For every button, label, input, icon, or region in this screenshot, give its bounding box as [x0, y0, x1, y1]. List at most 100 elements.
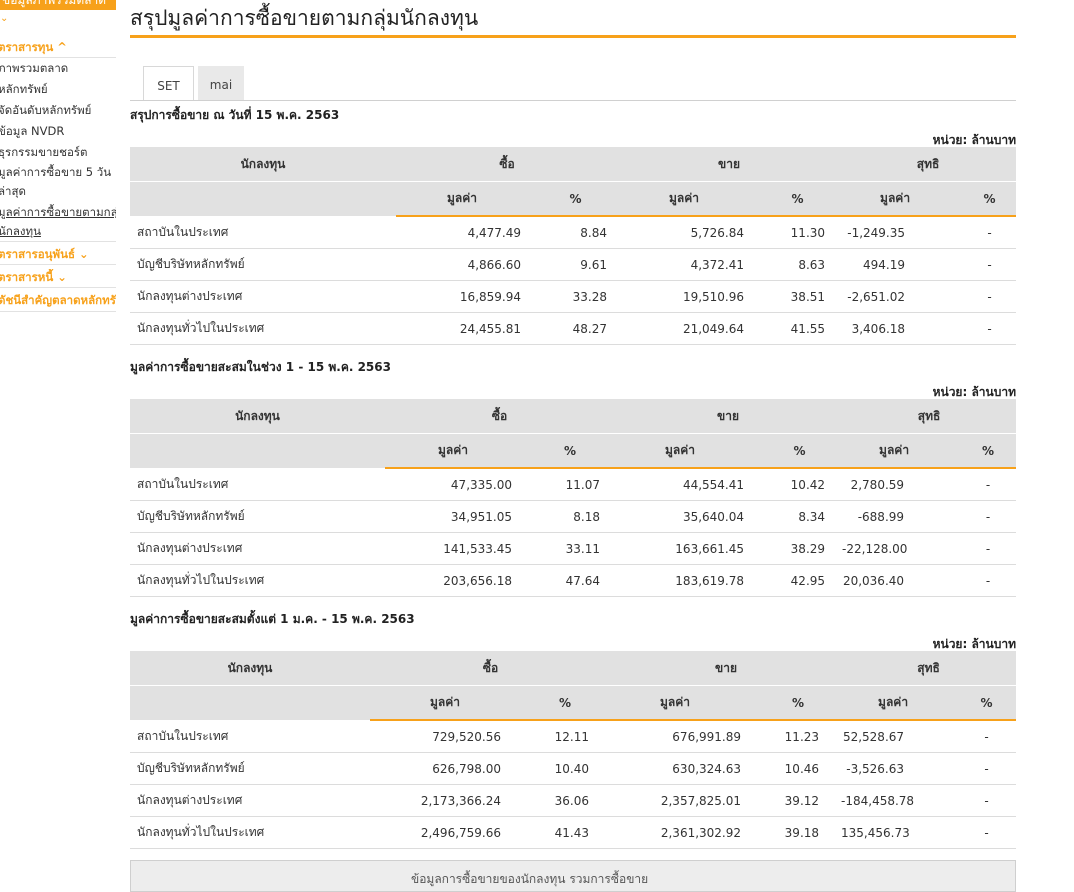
- sidebar-item-bonds[interactable]: ตราสารหนี้ ⌄: [0, 270, 67, 284]
- sidebar-item-investor-type[interactable]: มูลค่าการซื้อขายตามกลุ่ม: [0, 205, 116, 219]
- table-row: บัญชีบริษัทหลักทรัพย์ 34,951.05 8.18 35,640…: [130, 500, 1017, 533]
- sidebar-item-nvdr[interactable]: ข้อมูล NVDR: [0, 124, 65, 138]
- sidebar-divider: [0, 241, 116, 242]
- subheader-net-value: มูลค่า: [841, 685, 958, 721]
- chevron-down-icon[interactable]: ⌄: [0, 13, 9, 24]
- table-header-row: นักลงทุน ซื้อ ขาย สุทธิ: [130, 147, 1017, 182]
- buy-value-cell: 141,533.45: [385, 532, 526, 565]
- sidebar-item-ranking[interactable]: จัดอันดับหลักทรัพย์: [0, 103, 92, 117]
- col-net-header: สุทธิ: [840, 147, 1017, 182]
- buy-value-cell: 2,496,759.66: [370, 816, 519, 849]
- sell-value-cell: 163,661.45: [614, 532, 758, 565]
- buy-value-cell: 4,477.49: [396, 216, 533, 249]
- subheader-net-pct: %: [963, 181, 1017, 217]
- sell-pct-cell: 39.12: [755, 784, 842, 817]
- sell-pct-cell: 11.23: [755, 720, 842, 753]
- net-pct-cell: -: [963, 216, 1017, 249]
- month-to-date-table: นักลงทุน ซื้อ ขาย สุทธิ มูลค่า % มูลค่า …: [130, 399, 1017, 597]
- investor-name-cell: สถาบันในประเทศ: [130, 216, 396, 249]
- net-value-cell: 2,780.59: [842, 468, 961, 501]
- net-value-cell: -184,458.78: [841, 784, 958, 817]
- net-pct-cell: -: [963, 248, 1017, 281]
- net-pct-cell: -: [960, 532, 1017, 565]
- investor-name-cell: นักลงทุนต่างประเทศ: [130, 532, 385, 565]
- sidebar-item-market-overview[interactable]: ภาพรวมตลาด: [0, 61, 69, 75]
- bottom-note-text: ข้อมูลการซื้อขายของนักลงทุน รวมการซื้อขา…: [411, 872, 649, 886]
- buy-value-cell: 4,866.60: [396, 248, 533, 281]
- sell-value-cell: 5,726.84: [618, 216, 756, 249]
- sell-value-cell: 44,554.41: [614, 468, 758, 501]
- sell-value-cell: 630,324.63: [611, 752, 756, 785]
- sidebar-item-key-indices[interactable]: ดัชนีสำคัญตลาดหลักทรัพย์: [0, 293, 116, 307]
- section-title-year-to-date: มูลค่าการซื้อขายสะสมตั้งแต่ 1 ม.ค. - 15 …: [130, 612, 415, 626]
- sidebar-item-securities[interactable]: หลักทรัพย์: [0, 82, 48, 96]
- sell-pct-cell: 42.95: [757, 564, 843, 597]
- buy-pct-cell: 8.84: [533, 216, 619, 249]
- sidebar-item-derivatives[interactable]: ตราสารอนุพันธ์ ⌄: [0, 247, 89, 261]
- sell-value-cell: 2,361,302.92: [611, 816, 756, 849]
- table-row: สถาบันในประเทศ 4,477.49 8.84 5,726.84 11.30-…: [130, 216, 1017, 249]
- table-body: สถาบันในประเทศ 47,335.00 11.07 44,554.41 10.…: [130, 468, 1017, 597]
- investor-name-cell: บัญชีบริษัทหลักทรัพย์: [130, 248, 396, 281]
- table-row: นักลงทุนต่างประเทศ 16,859.94 33.28 19,510.9…: [130, 280, 1017, 313]
- sidebar-divider: [0, 287, 116, 288]
- investor-name-cell: บัญชีบริษัทหลักทรัพย์: [130, 500, 385, 533]
- subheader-sell-pct: %: [755, 181, 841, 217]
- net-value-cell: -688.99: [842, 500, 961, 533]
- sell-pct-cell: 10.42: [757, 468, 843, 501]
- buy-pct-cell: 33.11: [526, 532, 615, 565]
- table-subheader-row: มูลค่า % มูลค่า % มูลค่า %: [130, 433, 1017, 469]
- col-investor-header: นักลงทุน: [130, 651, 370, 686]
- sidebar-item-short-sell[interactable]: ธุรกรรมขายชอร์ต: [0, 145, 88, 159]
- subheader-net-pct: %: [957, 685, 1017, 721]
- col-buy-header: ซื้อ: [385, 399, 615, 434]
- sell-pct-cell: 11.30: [755, 216, 841, 249]
- subheader-sell-value: มูลค่า: [611, 685, 756, 721]
- investor-name-cell: สถาบันในประเทศ: [130, 468, 385, 501]
- sidebar-top-label: ข้อมูลภาพรวมตลาด: [2, 0, 107, 7]
- col-investor-header: นักลงทุน: [130, 399, 385, 434]
- subheader-blank: [130, 433, 385, 468]
- daily-summary-table: นักลงทุน ซื้อ ขาย สุทธิ มูลค่า % มูลค่า …: [130, 147, 1017, 345]
- table-row: สถาบันในประเทศ 47,335.00 11.07 44,554.41 10.…: [130, 468, 1017, 501]
- sell-value-cell: 676,991.89: [611, 720, 756, 753]
- buy-pct-cell: 48.27: [533, 312, 619, 345]
- buy-pct-cell: 36.06: [519, 784, 612, 817]
- subheader-net-value: มูลค่า: [840, 181, 964, 217]
- page-title: สรุปมูลค่าการซื้อขายตามกลุ่มนักลงทุน: [130, 6, 479, 30]
- table-row: สถาบันในประเทศ 729,520.56 12.11 676,991.89 1…: [130, 720, 1017, 753]
- sell-value-cell: 19,510.96: [618, 280, 756, 313]
- section-title-month-to-date: มูลค่าการซื้อขายสะสมในช่วง 1 - 15 พ.ค. 2…: [130, 360, 391, 374]
- net-value-cell: -3,526.63: [841, 752, 958, 785]
- sidebar-top-bar[interactable]: ข้อมูลภาพรวมตลาด: [0, 0, 116, 10]
- net-value-cell: -1,249.35: [840, 216, 964, 249]
- net-value-cell: 52,528.67: [841, 720, 958, 753]
- subheader-blank: [130, 685, 370, 720]
- table-subheader-row: มูลค่า % มูลค่า % มูลค่า %: [130, 685, 1017, 721]
- tabs-divider: [130, 100, 1016, 101]
- tab-mai[interactable]: mai: [198, 66, 244, 100]
- buy-pct-cell: 41.43: [519, 816, 612, 849]
- net-pct-cell: -: [957, 784, 1017, 817]
- table-row: นักลงทุนต่างประเทศ 2,173,366.24 36.06 2,357…: [130, 784, 1017, 817]
- sidebar-item-equity[interactable]: ตราสารทุน ^: [0, 40, 67, 54]
- bottom-note-box: ข้อมูลการซื้อขายของนักลงทุน รวมการซื้อขา…: [130, 860, 1016, 892]
- sidebar-item-investor-type-cont[interactable]: นักลงทุน: [0, 224, 41, 238]
- col-buy-header: ซื้อ: [370, 651, 612, 686]
- subheader-net-value: มูลค่า: [842, 433, 961, 469]
- subheader-buy-value: มูลค่า: [385, 433, 526, 469]
- buy-value-cell: 24,455.81: [396, 312, 533, 345]
- subheader-buy-pct: %: [519, 685, 612, 721]
- subheader-sell-value: มูลค่า: [618, 181, 756, 217]
- net-value-cell: -22,128.00: [842, 532, 961, 565]
- table-row: นักลงทุนทั่วไปในประเทศ 203,656.18 47.64 183…: [130, 564, 1017, 597]
- investor-name-cell: นักลงทุนทั่วไปในประเทศ: [130, 312, 396, 345]
- col-net-header: สุทธิ: [841, 651, 1017, 686]
- subheader-buy-value: มูลค่า: [370, 685, 519, 721]
- investor-name-cell: นักลงทุนต่างประเทศ: [130, 280, 396, 313]
- buy-value-cell: 729,520.56: [370, 720, 519, 753]
- tab-set[interactable]: SET: [143, 66, 194, 100]
- investor-name-cell: นักลงทุนทั่วไปในประเทศ: [130, 564, 385, 597]
- sidebar-item-5day-trading-cont[interactable]: ล่าสุด: [0, 184, 26, 198]
- sidebar-item-5day-trading[interactable]: มูลค่าการซื้อขาย 5 วัน: [0, 165, 112, 179]
